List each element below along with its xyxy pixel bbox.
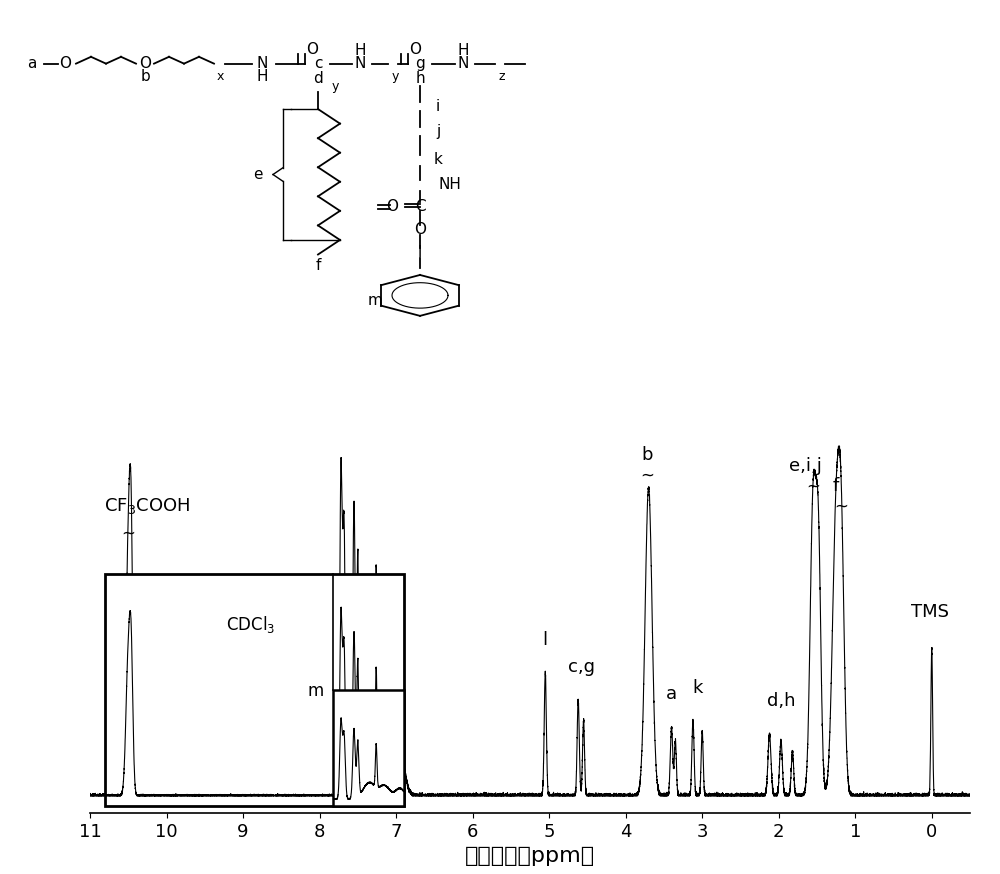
Text: H: H bbox=[457, 44, 469, 59]
Text: O: O bbox=[386, 199, 398, 214]
Text: h: h bbox=[415, 71, 425, 86]
Text: k: k bbox=[434, 151, 442, 167]
Bar bbox=[105, 573, 404, 806]
Text: x: x bbox=[216, 70, 224, 83]
Text: e,i,j: e,i,j bbox=[789, 456, 822, 475]
Text: O: O bbox=[139, 56, 151, 71]
Text: N: N bbox=[256, 56, 268, 71]
Text: O: O bbox=[409, 42, 421, 57]
Text: NH: NH bbox=[439, 177, 461, 191]
Text: i: i bbox=[436, 100, 440, 114]
Text: ~: ~ bbox=[121, 525, 135, 543]
Text: c,g: c,g bbox=[568, 658, 595, 676]
Text: ~: ~ bbox=[806, 477, 820, 495]
Text: z: z bbox=[499, 70, 505, 83]
Text: m: m bbox=[368, 294, 382, 309]
Text: c: c bbox=[314, 56, 322, 71]
Text: b: b bbox=[140, 69, 150, 84]
Text: f: f bbox=[315, 259, 321, 274]
Text: g: g bbox=[415, 56, 425, 71]
Text: f: f bbox=[832, 477, 838, 495]
Bar bbox=[333, 690, 404, 806]
Text: y: y bbox=[331, 80, 339, 93]
Text: H: H bbox=[256, 69, 268, 84]
Text: a: a bbox=[27, 56, 37, 71]
Text: CF$_3$COOH: CF$_3$COOH bbox=[104, 496, 191, 516]
Text: l: l bbox=[418, 245, 422, 260]
Text: N: N bbox=[354, 56, 366, 71]
Text: O: O bbox=[306, 42, 318, 57]
Text: k: k bbox=[692, 678, 703, 697]
Text: ~: ~ bbox=[640, 467, 654, 485]
Text: C: C bbox=[415, 199, 425, 214]
Text: O: O bbox=[59, 56, 71, 71]
Text: f: f bbox=[343, 590, 349, 607]
Text: H: H bbox=[354, 44, 366, 59]
Text: j: j bbox=[436, 124, 440, 139]
Text: e: e bbox=[253, 167, 263, 182]
Text: a: a bbox=[666, 685, 677, 704]
Text: CDCl$_3$: CDCl$_3$ bbox=[226, 614, 275, 635]
Text: y: y bbox=[391, 70, 399, 83]
Text: TMS: TMS bbox=[911, 603, 949, 621]
Text: N: N bbox=[457, 56, 469, 71]
Text: l: l bbox=[543, 631, 548, 649]
Text: b: b bbox=[641, 447, 653, 464]
X-axis label: 化学位移（ppm）: 化学位移（ppm） bbox=[465, 846, 595, 866]
Text: O: O bbox=[414, 222, 426, 237]
Text: d,h: d,h bbox=[767, 692, 795, 711]
Text: ~: ~ bbox=[834, 497, 848, 516]
Text: m: m bbox=[308, 682, 324, 700]
Text: d: d bbox=[313, 71, 323, 86]
